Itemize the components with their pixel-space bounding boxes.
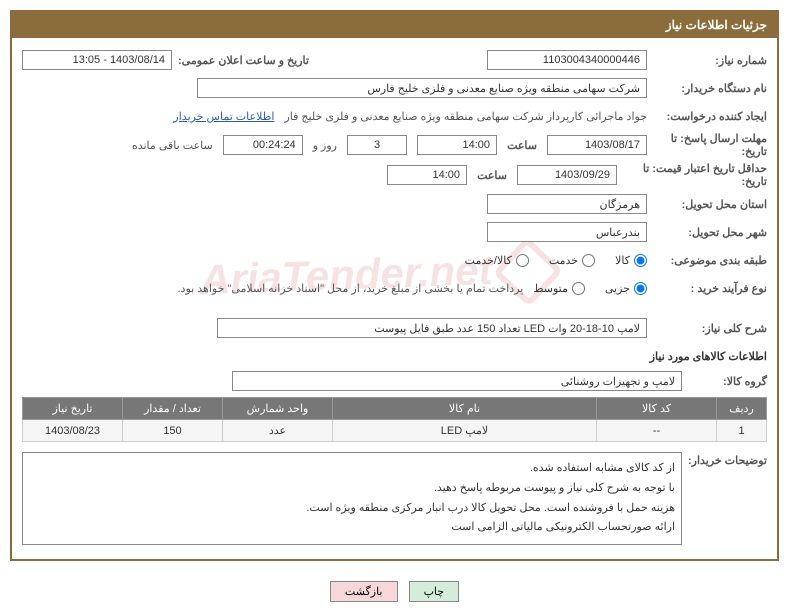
proc-medium-option[interactable]: متوسط — [533, 282, 585, 295]
reply-time: 14:00 — [417, 135, 497, 155]
process-note: پرداخت تمام یا بخشی از مبلغ خرید، از محل… — [178, 282, 524, 295]
th-unit: واحد شمارش — [223, 398, 333, 420]
countdown: 00:24:24 — [223, 135, 303, 155]
province-label: استان محل تحویل: — [647, 198, 767, 211]
announce-label: تاریخ و ساعت اعلان عمومی: — [172, 54, 309, 67]
table-header-row: ردیف کد کالا نام کالا واحد شمارش تعداد /… — [23, 398, 767, 420]
th-date: تاریخ نیاز — [23, 398, 123, 420]
th-row: ردیف — [717, 398, 767, 420]
reply-date: 1403/08/17 — [547, 135, 647, 155]
days-value: 3 — [347, 135, 407, 155]
cell-unit: عدد — [223, 420, 333, 442]
category-radio-group: کالا خدمت کالا/خدمت — [465, 254, 647, 267]
table-row: 1 -- لامپ LED عدد 150 1403/08/23 — [23, 420, 767, 442]
buyer-note-line-3: هزینه حمل با فروشنده است. محل تحویل کالا… — [29, 499, 675, 519]
city-label: شهر محل تحویل: — [647, 226, 767, 239]
goods-section-title: اطلاعات کالاهای مورد نیاز — [22, 350, 767, 363]
buyer-notes-box: از کد کالای مشابه استفاده شده. با توجه ب… — [22, 452, 682, 545]
contact-link[interactable]: اطلاعات تماس خریدار — [173, 110, 274, 123]
proc-small-radio[interactable] — [634, 282, 647, 295]
desc-value: لامپ 10-18-20 وات LED تعداد 150 عدد طبق … — [217, 318, 647, 338]
panel-title: جزئیات اطلاعات نیاز — [666, 18, 767, 32]
main-panel: جزئیات اطلاعات نیاز شماره نیاز: 11030043… — [10, 10, 779, 561]
buyer-note-line-1: از کد کالای مشابه استفاده شده. — [29, 459, 675, 479]
buyer-org-value: شرکت سهامی منطقه ویژه صنایع معدنی و فلزی… — [197, 78, 647, 98]
need-no-label: شماره نیاز: — [647, 54, 767, 67]
cat-goods-radio[interactable] — [634, 254, 647, 267]
back-button[interactable]: بازگشت — [330, 581, 398, 602]
cell-date: 1403/08/23 — [23, 420, 123, 442]
th-name: نام کالا — [333, 398, 597, 420]
process-radio-group: جزیی متوسط — [533, 282, 647, 295]
days-and-label: روز و — [313, 139, 337, 152]
time-label-1: ساعت — [497, 139, 537, 152]
announce-value: 1403/08/14 - 13:05 — [22, 50, 172, 70]
price-valid-label: حداقل تاریخ اعتبار قیمت: تا تاریخ: — [617, 162, 767, 188]
buyer-notes-label: توضیحات خریدار: — [682, 448, 767, 467]
group-label: گروه کالا: — [682, 375, 767, 388]
proc-small-option[interactable]: جزیی — [605, 282, 647, 295]
goods-table: ردیف کد کالا نام کالا واحد شمارش تعداد /… — [22, 397, 767, 442]
price-valid-date: 1403/09/29 — [517, 165, 617, 185]
cat-goods-option[interactable]: کالا — [615, 254, 647, 267]
proc-medium-radio[interactable] — [572, 282, 585, 295]
cat-service-radio[interactable] — [582, 254, 595, 267]
cat-both-option[interactable]: کالا/خدمت — [465, 254, 529, 267]
cell-name: لامپ LED — [333, 420, 597, 442]
cat-service-option[interactable]: خدمت — [549, 254, 595, 267]
price-valid-time: 14:00 — [387, 165, 467, 185]
desc-label: شرح کلی نیاز: — [647, 322, 767, 335]
buyer-note-line-4: ارائه صورتحساب الکترونیکی مالیاتی الزامی… — [29, 518, 675, 538]
remaining-label: ساعت باقی مانده — [132, 139, 213, 152]
requester-label: ایجاد کننده درخواست: — [647, 110, 767, 123]
print-button[interactable]: چاپ — [409, 581, 460, 602]
th-code: کد کالا — [597, 398, 717, 420]
panel-header: جزئیات اطلاعات نیاز — [12, 12, 777, 38]
cell-row: 1 — [717, 420, 767, 442]
need-no-value: 1103004340000446 — [487, 50, 647, 70]
group-value: لامپ و تجهیزات روشنائی — [232, 371, 682, 391]
cell-qty: 150 — [123, 420, 223, 442]
process-label: نوع فرآیند خرید : — [647, 282, 767, 295]
cat-both-radio[interactable] — [516, 254, 529, 267]
requester-value: جواد ماجرائی کارپرداز شرکت سهامی منطقه و… — [284, 110, 647, 123]
buyer-org-label: نام دستگاه خریدار: — [647, 82, 767, 95]
province-value: هرمزگان — [487, 194, 647, 214]
time-label-2: ساعت — [467, 169, 507, 182]
category-label: طبقه بندی موضوعی: — [647, 254, 767, 267]
city-value: بندرعباس — [487, 222, 647, 242]
th-qty: تعداد / مقدار — [123, 398, 223, 420]
button-bar: چاپ بازگشت — [0, 571, 789, 612]
cell-code: -- — [597, 420, 717, 442]
reply-deadline-label: مهلت ارسال پاسخ: تا تاریخ: — [647, 132, 767, 158]
panel-content: شماره نیاز: 1103004340000446 تاریخ و ساع… — [12, 38, 777, 559]
buyer-note-line-2: با توجه به شرح کلی نیاز و پیوست مربوطه پ… — [29, 479, 675, 499]
